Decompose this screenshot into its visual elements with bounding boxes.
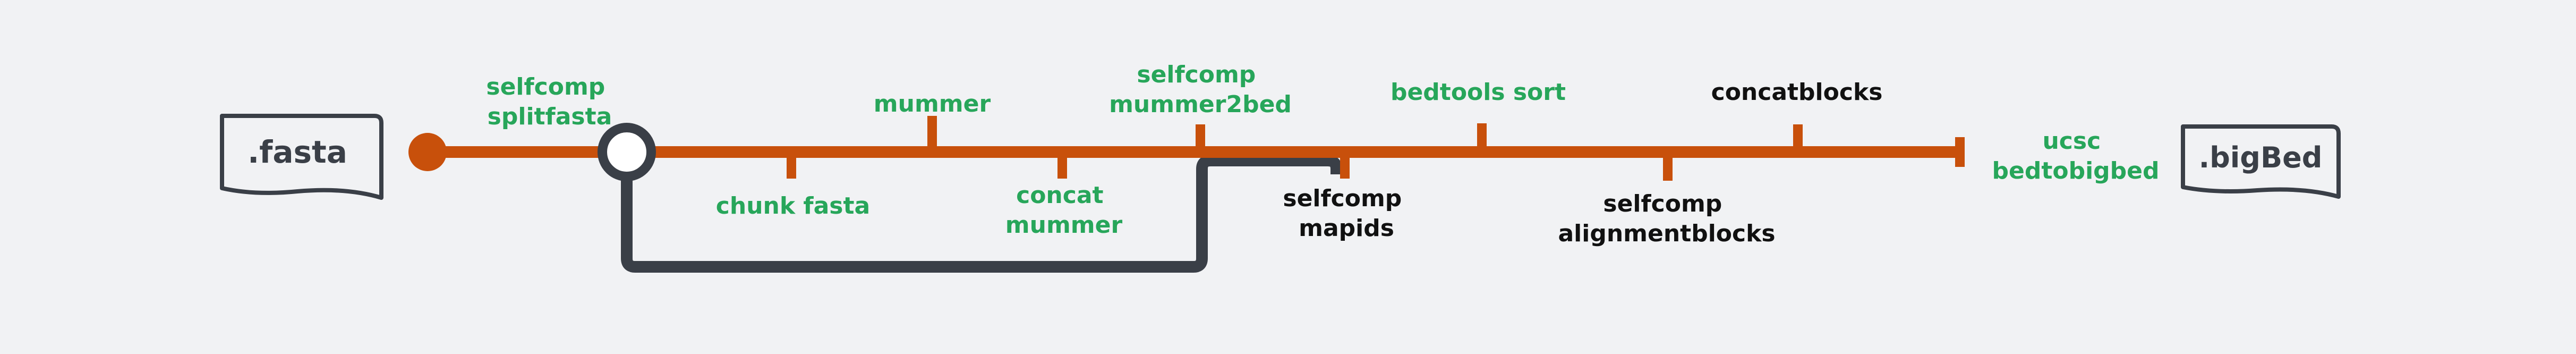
step-label-line: chunk fasta xyxy=(716,192,870,220)
step-label-line: bedtobigbed xyxy=(1992,157,2159,184)
step-label-line: concat xyxy=(1016,182,1103,209)
step-label-mapids: selfcomp mapids xyxy=(1283,185,1410,242)
output-file-shape xyxy=(2181,124,2341,199)
station-ticks xyxy=(787,116,1803,181)
output-file-label: .bigBed xyxy=(2199,141,2323,174)
step-label-splitfasta: selfcomp splitfasta xyxy=(486,73,613,130)
step-label-mummer2bed: selfcomp mummer2bed xyxy=(1109,61,1292,118)
start-station xyxy=(408,133,447,171)
input-file-shape xyxy=(220,114,383,200)
output-file: .bigBed xyxy=(2181,124,2341,199)
step-label-line: concatblocks xyxy=(1711,79,1883,106)
step-label-line: selfcomp xyxy=(486,73,605,100)
step-label-mummer: mummer xyxy=(874,90,991,117)
step-label-line: mummer xyxy=(874,90,991,117)
branch-track xyxy=(621,155,1342,273)
step-label-alignmentblocks: selfcomp alignmentblocks xyxy=(1558,190,1775,247)
step-label-line: mummer2bed xyxy=(1109,91,1292,118)
step-label-bedtools-sort: bedtools sort xyxy=(1391,79,1566,106)
step-label-line: selfcomp xyxy=(1137,61,1256,88)
step-label-line: mapids xyxy=(1299,215,1394,242)
step-label-line: selfcomp xyxy=(1603,190,1722,217)
step-label-line: bedtools sort xyxy=(1391,79,1566,106)
step-label-concat-mummer: concat mummer xyxy=(1005,182,1123,239)
step-label-line: mummer xyxy=(1005,212,1123,239)
input-file-label: .fasta xyxy=(248,134,347,170)
step-label-bedtobigbed: ucsc bedtobigbed xyxy=(1992,128,2159,184)
step-labels: selfcomp splitfasta chunk fasta mummer c… xyxy=(486,61,2159,247)
input-file: .fasta xyxy=(220,114,383,200)
step-label-line: splitfasta xyxy=(488,103,612,130)
step-label-line: ucsc xyxy=(2042,128,2101,155)
step-label-line: alignmentblocks xyxy=(1558,220,1775,247)
step-label-line: selfcomp xyxy=(1283,185,1402,212)
hub-station xyxy=(598,123,656,181)
step-label-concatblocks: concatblocks xyxy=(1711,79,1883,106)
step-label-chunk-fasta: chunk fasta xyxy=(716,192,870,220)
